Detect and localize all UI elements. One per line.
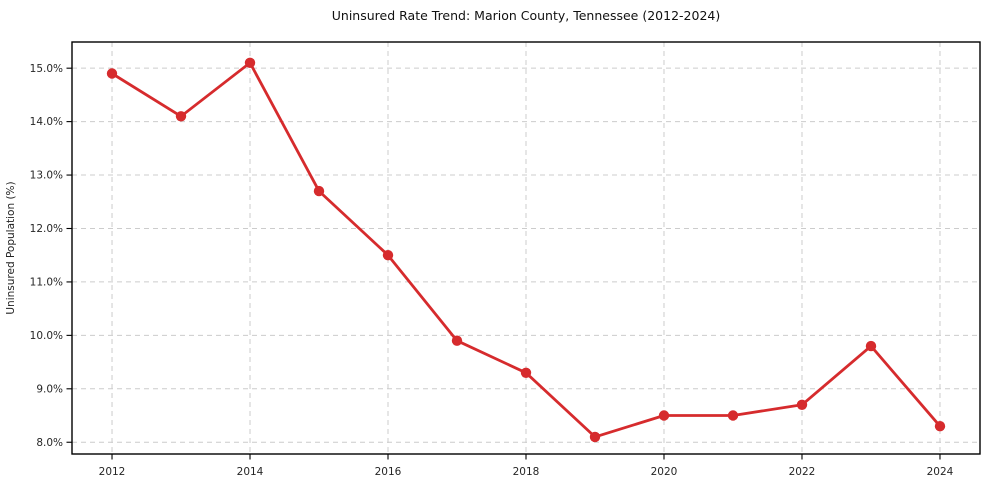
trend-line-series — [106, 57, 946, 443]
data-point — [658, 410, 670, 421]
y-tick-label: 14.0% — [30, 116, 63, 128]
x-tick-label: 2016 — [375, 466, 402, 478]
y-tick-label: 11.0% — [30, 277, 63, 289]
x-tick-label: 2014 — [237, 466, 264, 478]
y-tick-label: 8.0% — [36, 437, 63, 449]
data-point — [865, 340, 877, 352]
data-point — [175, 111, 187, 122]
plot-border — [71, 41, 981, 455]
grid-layer — [72, 42, 980, 454]
y-tick-label: 12.0% — [30, 223, 63, 235]
data-point — [934, 421, 946, 432]
data-point — [589, 431, 601, 443]
data-point — [451, 335, 463, 346]
data-point — [796, 399, 808, 410]
data-point — [106, 68, 118, 79]
y-tick-label: 13.0% — [30, 170, 63, 182]
data-point — [244, 57, 256, 68]
chart-title: Uninsured Rate Trend: Marion County, Ten… — [332, 8, 720, 23]
y-tick-label: 15.0% — [30, 63, 63, 75]
y-tick-label: 10.0% — [30, 330, 63, 342]
x-tick-label: 2020 — [651, 466, 678, 478]
y-axis-label: Uninsured Population (%) — [5, 181, 17, 314]
data-point — [313, 185, 325, 197]
x-tick-label: 2024 — [927, 466, 954, 478]
data-point — [520, 367, 532, 378]
x-tick-label: 2018 — [513, 466, 540, 478]
x-tick-label: 2012 — [99, 466, 126, 478]
y-tick-label: 9.0% — [36, 383, 63, 395]
data-point — [382, 250, 394, 261]
data-point — [727, 410, 739, 421]
x-tick-label: 2022 — [789, 466, 816, 478]
axes-layer: 8.0% 9.0% 10.0% 11.0% 12.0% 13.0% 14.0% 15.0% 20… — [30, 41, 981, 478]
